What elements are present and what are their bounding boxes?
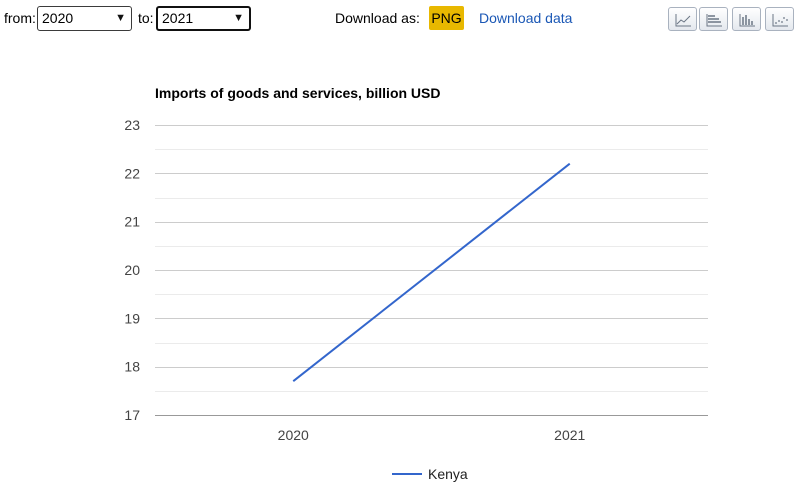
png-download-button[interactable]: PNG — [429, 6, 464, 30]
download-data-link[interactable]: Download data — [479, 10, 573, 26]
scatter-chart-icon — [772, 14, 788, 27]
chevron-down-icon: ▼ — [233, 12, 244, 24]
y-tick-label: 23 — [124, 117, 140, 133]
to-year-value: 2021 — [162, 10, 194, 26]
to-year-select[interactable]: 2021 ▼ — [156, 6, 251, 31]
x-tick-label: 2020 — [278, 427, 309, 443]
y-tick-label: 17 — [124, 407, 140, 423]
series-line-kenya — [292, 162, 571, 382]
x-axis-tick-labels: 2020 2021 — [278, 427, 586, 443]
scatter-chart-button[interactable] — [765, 7, 794, 31]
download-as-label: Download as: — [335, 10, 420, 26]
legend-label: Kenya — [428, 466, 468, 482]
line-chart-button[interactable] — [668, 7, 697, 31]
y-tick-label: 19 — [124, 310, 140, 326]
y-axis-tick-labels: 17 18 19 20 21 22 23 — [124, 117, 140, 423]
gridlines — [155, 125, 708, 416]
chart-title: Imports of goods and services, billion U… — [155, 85, 441, 101]
column-chart-icon — [739, 14, 755, 27]
line-chart-icon — [675, 14, 691, 27]
legend-swatch-kenya — [392, 473, 422, 475]
toolbar: from: 2020 ▼ to: 2021 ▼ Download as: PNG… — [0, 0, 803, 40]
horizontal-bar-chart-icon — [706, 14, 722, 27]
y-tick-label: 20 — [124, 262, 140, 278]
y-tick-label: 21 — [124, 214, 140, 230]
y-tick-label: 18 — [124, 359, 140, 375]
series-lines — [292, 162, 571, 382]
y-tick-label: 22 — [124, 165, 140, 181]
to-label: to: — [138, 10, 154, 26]
chevron-down-icon: ▼ — [115, 12, 126, 24]
from-label: from: — [4, 10, 36, 26]
from-year-select[interactable]: 2020 ▼ — [37, 6, 132, 31]
x-tick-label: 2021 — [554, 427, 585, 443]
from-year-value: 2020 — [42, 10, 74, 26]
column-chart-button[interactable] — [732, 7, 761, 31]
horizontal-bar-chart-button[interactable] — [699, 7, 728, 31]
